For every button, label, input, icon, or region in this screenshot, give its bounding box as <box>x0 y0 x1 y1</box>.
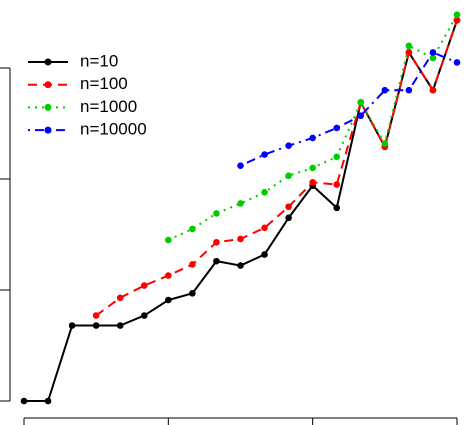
legend-point <box>44 103 52 111</box>
point <box>453 16 461 24</box>
point <box>165 296 172 304</box>
legend-point <box>44 126 52 134</box>
legend-label: n=10000 <box>80 120 147 139</box>
point <box>357 99 365 106</box>
point <box>357 112 365 120</box>
point <box>116 294 124 302</box>
point <box>285 172 292 179</box>
point <box>381 86 389 94</box>
point <box>261 151 268 158</box>
legend-point <box>44 58 52 66</box>
point <box>237 162 244 169</box>
legend-label: n=100 <box>80 74 128 93</box>
point <box>405 49 413 56</box>
point <box>140 312 148 319</box>
point <box>68 322 76 329</box>
legend-label: n=1000 <box>80 97 137 116</box>
legend-label: n=10 <box>80 51 118 70</box>
point <box>285 214 292 222</box>
point <box>44 397 52 405</box>
series-line <box>95 19 458 317</box>
point <box>309 134 316 142</box>
point <box>20 397 28 405</box>
point <box>165 236 172 244</box>
point <box>309 179 316 186</box>
point <box>261 224 268 232</box>
point <box>405 86 413 94</box>
point <box>213 210 220 217</box>
point <box>261 189 268 196</box>
point <box>333 153 341 161</box>
point <box>309 164 316 172</box>
point <box>189 225 196 233</box>
point <box>333 124 341 132</box>
point <box>261 251 268 258</box>
point <box>140 282 148 289</box>
point <box>429 86 437 94</box>
point <box>92 312 100 319</box>
point <box>189 290 196 297</box>
point <box>285 203 292 211</box>
point <box>237 235 244 243</box>
point <box>237 200 244 207</box>
point <box>381 140 389 147</box>
point <box>237 262 244 269</box>
point <box>333 204 341 212</box>
point <box>189 261 196 268</box>
point <box>429 49 437 56</box>
point <box>333 181 341 188</box>
point <box>116 322 124 329</box>
series-line <box>167 14 458 241</box>
point <box>213 238 220 246</box>
point <box>285 142 292 149</box>
point <box>453 59 461 66</box>
point <box>213 257 220 265</box>
point <box>405 42 413 50</box>
point <box>165 272 172 279</box>
point <box>92 322 100 329</box>
point <box>453 11 461 19</box>
series-line <box>240 51 458 167</box>
point <box>429 54 437 62</box>
legend-point <box>44 81 52 89</box>
